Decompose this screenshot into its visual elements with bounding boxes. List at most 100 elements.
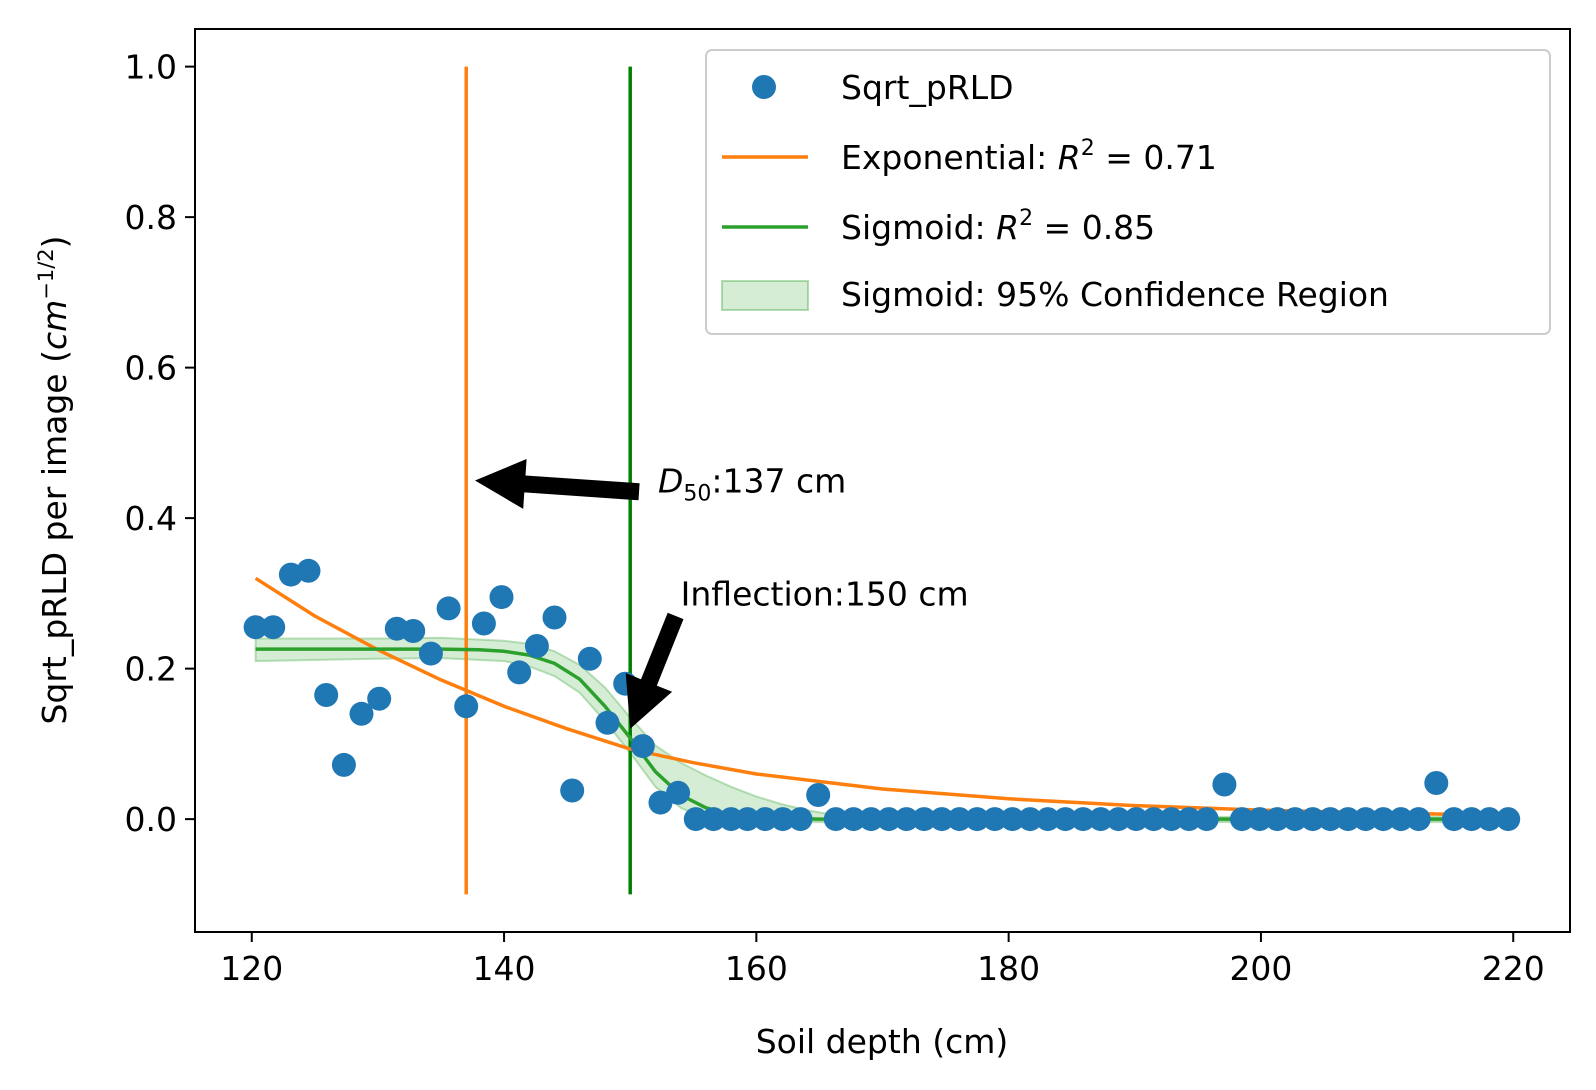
y-axis-label-main: Sqrt_pRLD per image ( — [35, 350, 74, 725]
data-point — [489, 585, 514, 610]
data-point — [1353, 807, 1378, 832]
annotation-subscript: 50 — [683, 482, 711, 507]
legend-label-points: Sqrt_pRLD — [841, 68, 1014, 107]
data-point — [683, 807, 708, 832]
y-axis-label-var: cm — [35, 300, 74, 350]
y-axis-ticks: 0.0 0.2 0.4 0.6 0.8 1.0 — [125, 48, 195, 839]
data-point — [770, 807, 795, 832]
data-point — [1283, 807, 1307, 832]
legend-frame — [705, 49, 1551, 335]
legend-exp-text: Exponential: — [841, 138, 1058, 177]
annotations-layer: D50:137 cm Inflection:150 cm — [475, 459, 969, 729]
plot-frame — [194, 28, 1571, 933]
data-point — [436, 596, 461, 621]
data-point — [1477, 807, 1502, 832]
data-point — [471, 611, 496, 636]
data-point — [965, 807, 990, 832]
data-point — [1389, 807, 1413, 832]
data-point — [1336, 807, 1360, 832]
data-point — [912, 807, 937, 832]
data-point — [1441, 807, 1466, 832]
data-point — [753, 807, 778, 832]
data-point — [1459, 807, 1484, 832]
annotation-arrow-1 — [625, 612, 684, 729]
y-tick-label: 0.6 — [125, 349, 177, 388]
vline-layer — [464, 66, 632, 895]
data-point — [1247, 807, 1272, 832]
data-point — [1230, 807, 1254, 832]
data-point — [859, 807, 884, 832]
data-point — [1035, 807, 1060, 832]
data-point — [1000, 807, 1025, 832]
y-axis-label: Sqrt_pRLD per image (cm−1/2) — [34, 235, 74, 724]
data-point — [1071, 807, 1096, 832]
annotation-value: :137 cm — [711, 462, 846, 501]
data-point — [894, 807, 919, 832]
data-point — [296, 558, 321, 583]
exponential-fit-line — [254, 576, 1509, 818]
data-point — [1424, 771, 1449, 795]
legend-exp-math: R — [1058, 138, 1081, 177]
data-point — [1141, 807, 1166, 832]
data-point — [1265, 807, 1290, 832]
y-tick-label: 0.4 — [125, 499, 177, 538]
data-point — [1300, 807, 1325, 832]
x-axis-label: Soil depth (cm) — [756, 1022, 1009, 1061]
data-point — [595, 710, 620, 735]
data-point — [1212, 772, 1237, 797]
y-tick-label: 1.0 — [125, 48, 177, 87]
data-point — [1053, 807, 1078, 832]
annotation-text-0: D50:137 cm — [658, 462, 846, 507]
legend-sig-math: R — [996, 208, 1019, 247]
data-point — [1124, 807, 1149, 832]
data-point — [1194, 807, 1219, 832]
data-point — [648, 790, 673, 815]
y-tick-label: 0.8 — [125, 198, 177, 237]
legend-patch-band-icon — [721, 280, 809, 311]
data-point — [1177, 807, 1201, 832]
data-point — [788, 807, 813, 832]
data-point — [1406, 807, 1431, 832]
legend-sig-sup: 2 — [1019, 206, 1033, 231]
data-point — [577, 646, 602, 671]
data-point — [524, 634, 549, 658]
data-point — [806, 783, 831, 807]
x-axis-ticks: 120 140 160 180 200 220 — [220, 932, 1545, 988]
legend-label-sigmoid: Sigmoid: R2 = 0.85 — [841, 206, 1155, 247]
data-point — [823, 807, 848, 832]
data-point — [1496, 807, 1521, 832]
x-tick-label: 180 — [977, 949, 1040, 988]
data-point — [367, 686, 392, 711]
data-point — [1371, 807, 1396, 832]
data-point — [982, 807, 1007, 832]
x-tick-label: 200 — [1229, 949, 1292, 988]
legend-exp-tail: = 0.71 — [1095, 138, 1217, 177]
data-points-layer — [243, 558, 1521, 832]
data-point — [1018, 807, 1043, 832]
annotation-arrow-0 — [475, 459, 640, 509]
data-point — [349, 701, 374, 726]
data-point — [929, 807, 954, 832]
x-tick-label: 120 — [220, 949, 283, 988]
y-tick-label: 0.0 — [125, 800, 177, 839]
data-point — [542, 605, 567, 630]
y-axis-label-sup: −1/2 — [34, 248, 58, 299]
legend-sig-tail: = 0.85 — [1033, 208, 1155, 247]
data-point — [261, 615, 286, 640]
data-point — [331, 752, 356, 777]
data-point — [418, 641, 443, 666]
data-point — [1318, 807, 1343, 832]
y-tick-label: 0.2 — [125, 650, 177, 689]
data-point — [454, 694, 479, 719]
data-point — [314, 683, 339, 707]
annotation-text-1: Inflection:150 cm — [681, 574, 969, 613]
data-point — [401, 619, 426, 643]
x-tick-label: 160 — [725, 949, 788, 988]
data-point — [947, 807, 972, 832]
data-point — [630, 734, 655, 759]
data-point — [1159, 807, 1184, 832]
data-point — [560, 778, 585, 803]
annotation-symbol: D — [658, 462, 683, 501]
data-point — [666, 780, 691, 805]
